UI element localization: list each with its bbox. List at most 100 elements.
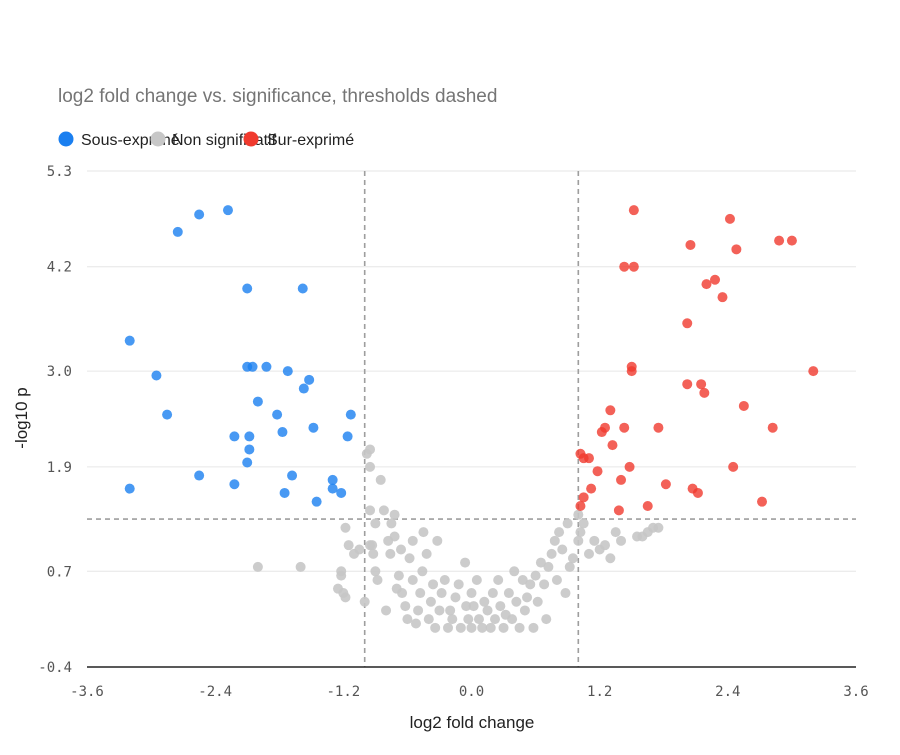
data-point [381, 605, 392, 616]
data-point [222, 205, 233, 216]
data-point [425, 596, 436, 607]
data-point [417, 566, 428, 577]
data-point [482, 605, 493, 616]
x-tick-label: 3.6 [843, 684, 868, 700]
data-point [528, 622, 539, 633]
data-point [367, 540, 378, 551]
data-point [517, 574, 528, 585]
data-point [447, 614, 458, 625]
x-axis-ticks: -3.6 -2.4 -1.2 0.0 1.2 2.4 3.6 [70, 684, 869, 700]
data-point [460, 557, 471, 568]
data-point [359, 596, 370, 607]
data-point [477, 622, 488, 633]
data-point [685, 239, 696, 250]
data-point [724, 213, 735, 224]
data-point [445, 605, 456, 616]
data-point [619, 422, 630, 433]
data-point [252, 396, 263, 407]
data-point [453, 579, 464, 590]
data-point [543, 561, 554, 572]
legend[interactable]: Sous-exprimé Non significatif Sur-exprim… [58, 131, 355, 150]
data-point [404, 553, 415, 564]
y-tick-label: 0.7 [47, 564, 72, 580]
x-tick-label: 0.0 [459, 684, 484, 700]
data-point [151, 370, 162, 381]
legend-item-up[interactable]: Sur-exprimé [243, 131, 355, 150]
data-point [272, 409, 283, 420]
data-point [607, 440, 618, 451]
data-point [410, 618, 421, 629]
data-point [487, 588, 498, 599]
data-point [535, 557, 546, 568]
data-point [378, 505, 389, 516]
data-point [471, 574, 482, 585]
data-point [525, 579, 536, 590]
data-point [757, 496, 768, 507]
data-point [461, 601, 472, 612]
data-point [428, 579, 439, 590]
data-point [549, 535, 560, 546]
data-point [298, 383, 309, 394]
data-point [696, 379, 707, 390]
data-point [774, 235, 785, 246]
data-point [560, 588, 571, 599]
data-point [546, 548, 557, 559]
legend-swatch-ns [150, 131, 166, 147]
data-point [279, 487, 290, 498]
data-point [311, 496, 322, 507]
x-tick-label: -1.2 [326, 684, 360, 700]
data-point [479, 596, 490, 607]
data-point [229, 479, 240, 490]
data-point [575, 501, 586, 512]
gridlines [87, 170, 856, 572]
legend-label-up: Sur-exprimé [267, 132, 354, 149]
data-point [468, 601, 479, 612]
data-point [573, 535, 584, 546]
data-point [287, 470, 298, 481]
data-point [786, 235, 797, 246]
data-point [385, 548, 396, 559]
data-point [393, 570, 404, 581]
data-point [586, 483, 597, 494]
data-point [430, 622, 441, 633]
data-point [600, 540, 611, 551]
data-point [530, 570, 541, 581]
data-point [578, 492, 589, 503]
data-point [455, 622, 466, 633]
data-point [439, 574, 450, 585]
data-point [400, 601, 411, 612]
data-point [583, 453, 594, 464]
data-point [434, 605, 445, 616]
data-point [242, 283, 253, 294]
data-point [514, 622, 525, 633]
data-point [699, 387, 710, 398]
y-tick-label: 1.9 [47, 460, 72, 476]
data-point [509, 566, 520, 577]
data-point [336, 570, 347, 581]
y-tick-label: -0.4 [38, 660, 72, 676]
data-point [423, 614, 434, 625]
data-point [495, 601, 506, 612]
data-point [575, 527, 586, 538]
x-tick-label: 2.4 [715, 684, 740, 700]
data-point [578, 518, 589, 529]
data-point [124, 335, 135, 346]
data-point [389, 531, 400, 542]
data-point [194, 209, 205, 220]
data-point [172, 226, 183, 237]
data-point [605, 553, 616, 564]
data-point [124, 483, 135, 494]
data-point [365, 505, 376, 516]
data-point [327, 483, 338, 494]
data-point [194, 470, 205, 481]
data-point [610, 527, 621, 538]
y-tick-label: 4.2 [47, 260, 72, 276]
data-point [413, 605, 424, 616]
data-point [396, 544, 407, 555]
data-point [619, 261, 630, 272]
data-point [244, 431, 255, 442]
data-point [340, 592, 351, 603]
data-point [613, 505, 624, 516]
legend-label-ns: Non significatif [172, 132, 277, 149]
